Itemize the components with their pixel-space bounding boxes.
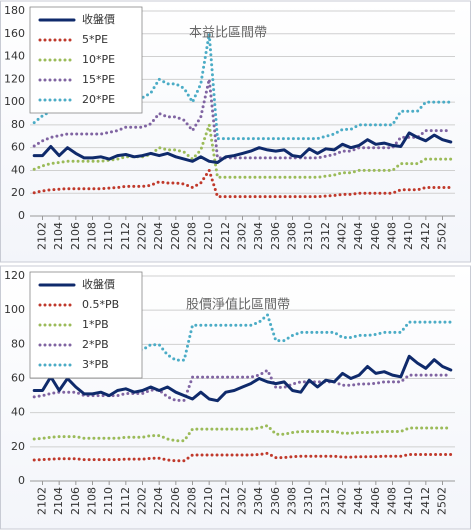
y-tick-label: 0 xyxy=(18,474,25,487)
annotation: 本益比區間帶 xyxy=(189,26,267,41)
x-tick-label: 2404 xyxy=(352,222,365,250)
x-tick-label: 2212 xyxy=(219,487,232,515)
y-tick-label: 20 xyxy=(11,440,25,453)
x-tick-label: 2210 xyxy=(202,487,215,515)
series-line xyxy=(32,131,453,164)
legend-label: 0.5*PB xyxy=(82,298,119,311)
series-line xyxy=(32,368,453,402)
y-tick-label: 0 xyxy=(18,209,25,222)
x-tick-label: 2206 xyxy=(169,222,182,250)
x-tick-label: 2312 xyxy=(319,222,332,250)
x-tick-label: 2108 xyxy=(86,222,99,250)
y-tick-label: 80 xyxy=(11,337,25,350)
x-tick-label: 2310 xyxy=(302,487,315,515)
series-line xyxy=(32,451,453,463)
legend-label: 1*PB xyxy=(82,318,109,331)
series-line xyxy=(32,424,453,443)
x-tick-label: 2102 xyxy=(36,222,49,250)
x-tick-label: 2408 xyxy=(386,487,399,515)
x-tick-label: 2210 xyxy=(202,222,215,250)
y-tick-label: 180 xyxy=(4,4,25,17)
x-tick-label: 2312 xyxy=(319,487,332,515)
x-tick-label: 2104 xyxy=(52,222,65,250)
x-tick-label: 2206 xyxy=(169,487,182,515)
x-tick-label: 2406 xyxy=(369,487,382,515)
x-tick-label: 2208 xyxy=(186,487,199,515)
x-tick-label: 2402 xyxy=(336,487,349,515)
x-tick-label: 2306 xyxy=(269,222,282,250)
x-tick-label: 2106 xyxy=(69,487,82,515)
legend-label: 2*PB xyxy=(82,338,109,351)
x-tick-label: 2304 xyxy=(252,222,265,250)
x-tick-label: 2202 xyxy=(136,222,149,250)
x-tick-label: 2204 xyxy=(152,487,165,515)
legend-label: 10*PE xyxy=(82,53,115,66)
x-tick-label: 2204 xyxy=(152,222,165,250)
y-tick-label: 60 xyxy=(11,141,25,154)
x-tick-label: 2406 xyxy=(369,222,382,250)
x-tick-label: 2410 xyxy=(402,222,415,250)
x-tick-label: 2402 xyxy=(336,222,349,250)
x-tick-label: 2410 xyxy=(402,487,415,515)
y-tick-label: 20 xyxy=(11,186,25,199)
y-tick-label: 120 xyxy=(4,269,25,282)
legend-label: 20*PE xyxy=(82,93,115,106)
x-tick-label: 2412 xyxy=(419,222,432,250)
series-line xyxy=(32,313,453,362)
y-tick-label: 100 xyxy=(4,303,25,316)
x-tick-label: 2302 xyxy=(236,222,249,250)
x-tick-label: 2306 xyxy=(269,487,282,515)
y-tick-label: 140 xyxy=(4,50,25,63)
x-tick-label: 2408 xyxy=(386,222,399,250)
y-tick-label: 80 xyxy=(11,118,25,131)
x-tick-label: 2110 xyxy=(102,487,115,515)
x-tick-label: 2502 xyxy=(436,487,449,515)
x-tick-label: 2104 xyxy=(52,487,65,515)
x-tick-label: 2110 xyxy=(102,222,115,250)
x-tick-label: 2412 xyxy=(419,487,432,515)
x-tick-label: 2310 xyxy=(302,222,315,250)
y-tick-label: 100 xyxy=(4,95,25,108)
series-line xyxy=(32,168,453,199)
y-tick-label: 40 xyxy=(11,163,25,176)
legend-label: 收盤價 xyxy=(82,277,115,291)
y-tick-label: 160 xyxy=(4,27,25,40)
x-tick-label: 2308 xyxy=(286,487,299,515)
y-tick-label: 120 xyxy=(4,72,25,85)
x-tick-label: 2108 xyxy=(86,487,99,515)
x-tick-label: 2202 xyxy=(136,487,149,515)
x-tick-label: 2502 xyxy=(436,222,449,250)
x-tick-label: 2302 xyxy=(236,487,249,515)
legend-label: 15*PE xyxy=(82,73,115,86)
series-line xyxy=(32,354,453,403)
x-tick-label: 2212 xyxy=(219,222,232,250)
x-tick-label: 2308 xyxy=(286,222,299,250)
x-tick-label: 2112 xyxy=(119,487,132,515)
legend-label: 5*PE xyxy=(82,33,108,46)
series-line xyxy=(32,123,453,179)
x-tick-label: 2208 xyxy=(186,222,199,250)
legend-label: 收盤價 xyxy=(82,12,115,26)
x-tick-label: 2106 xyxy=(69,222,82,250)
y-tick-label: 40 xyxy=(11,406,25,419)
x-tick-label: 2304 xyxy=(252,487,265,515)
x-tick-label: 2112 xyxy=(119,222,132,250)
annotation: 股價淨值比區間帶 xyxy=(186,297,290,313)
y-tick-label: 60 xyxy=(11,372,25,385)
x-tick-label: 2404 xyxy=(352,487,365,515)
x-tick-label: 2102 xyxy=(36,487,49,515)
legend-label: 3*PB xyxy=(82,358,109,371)
